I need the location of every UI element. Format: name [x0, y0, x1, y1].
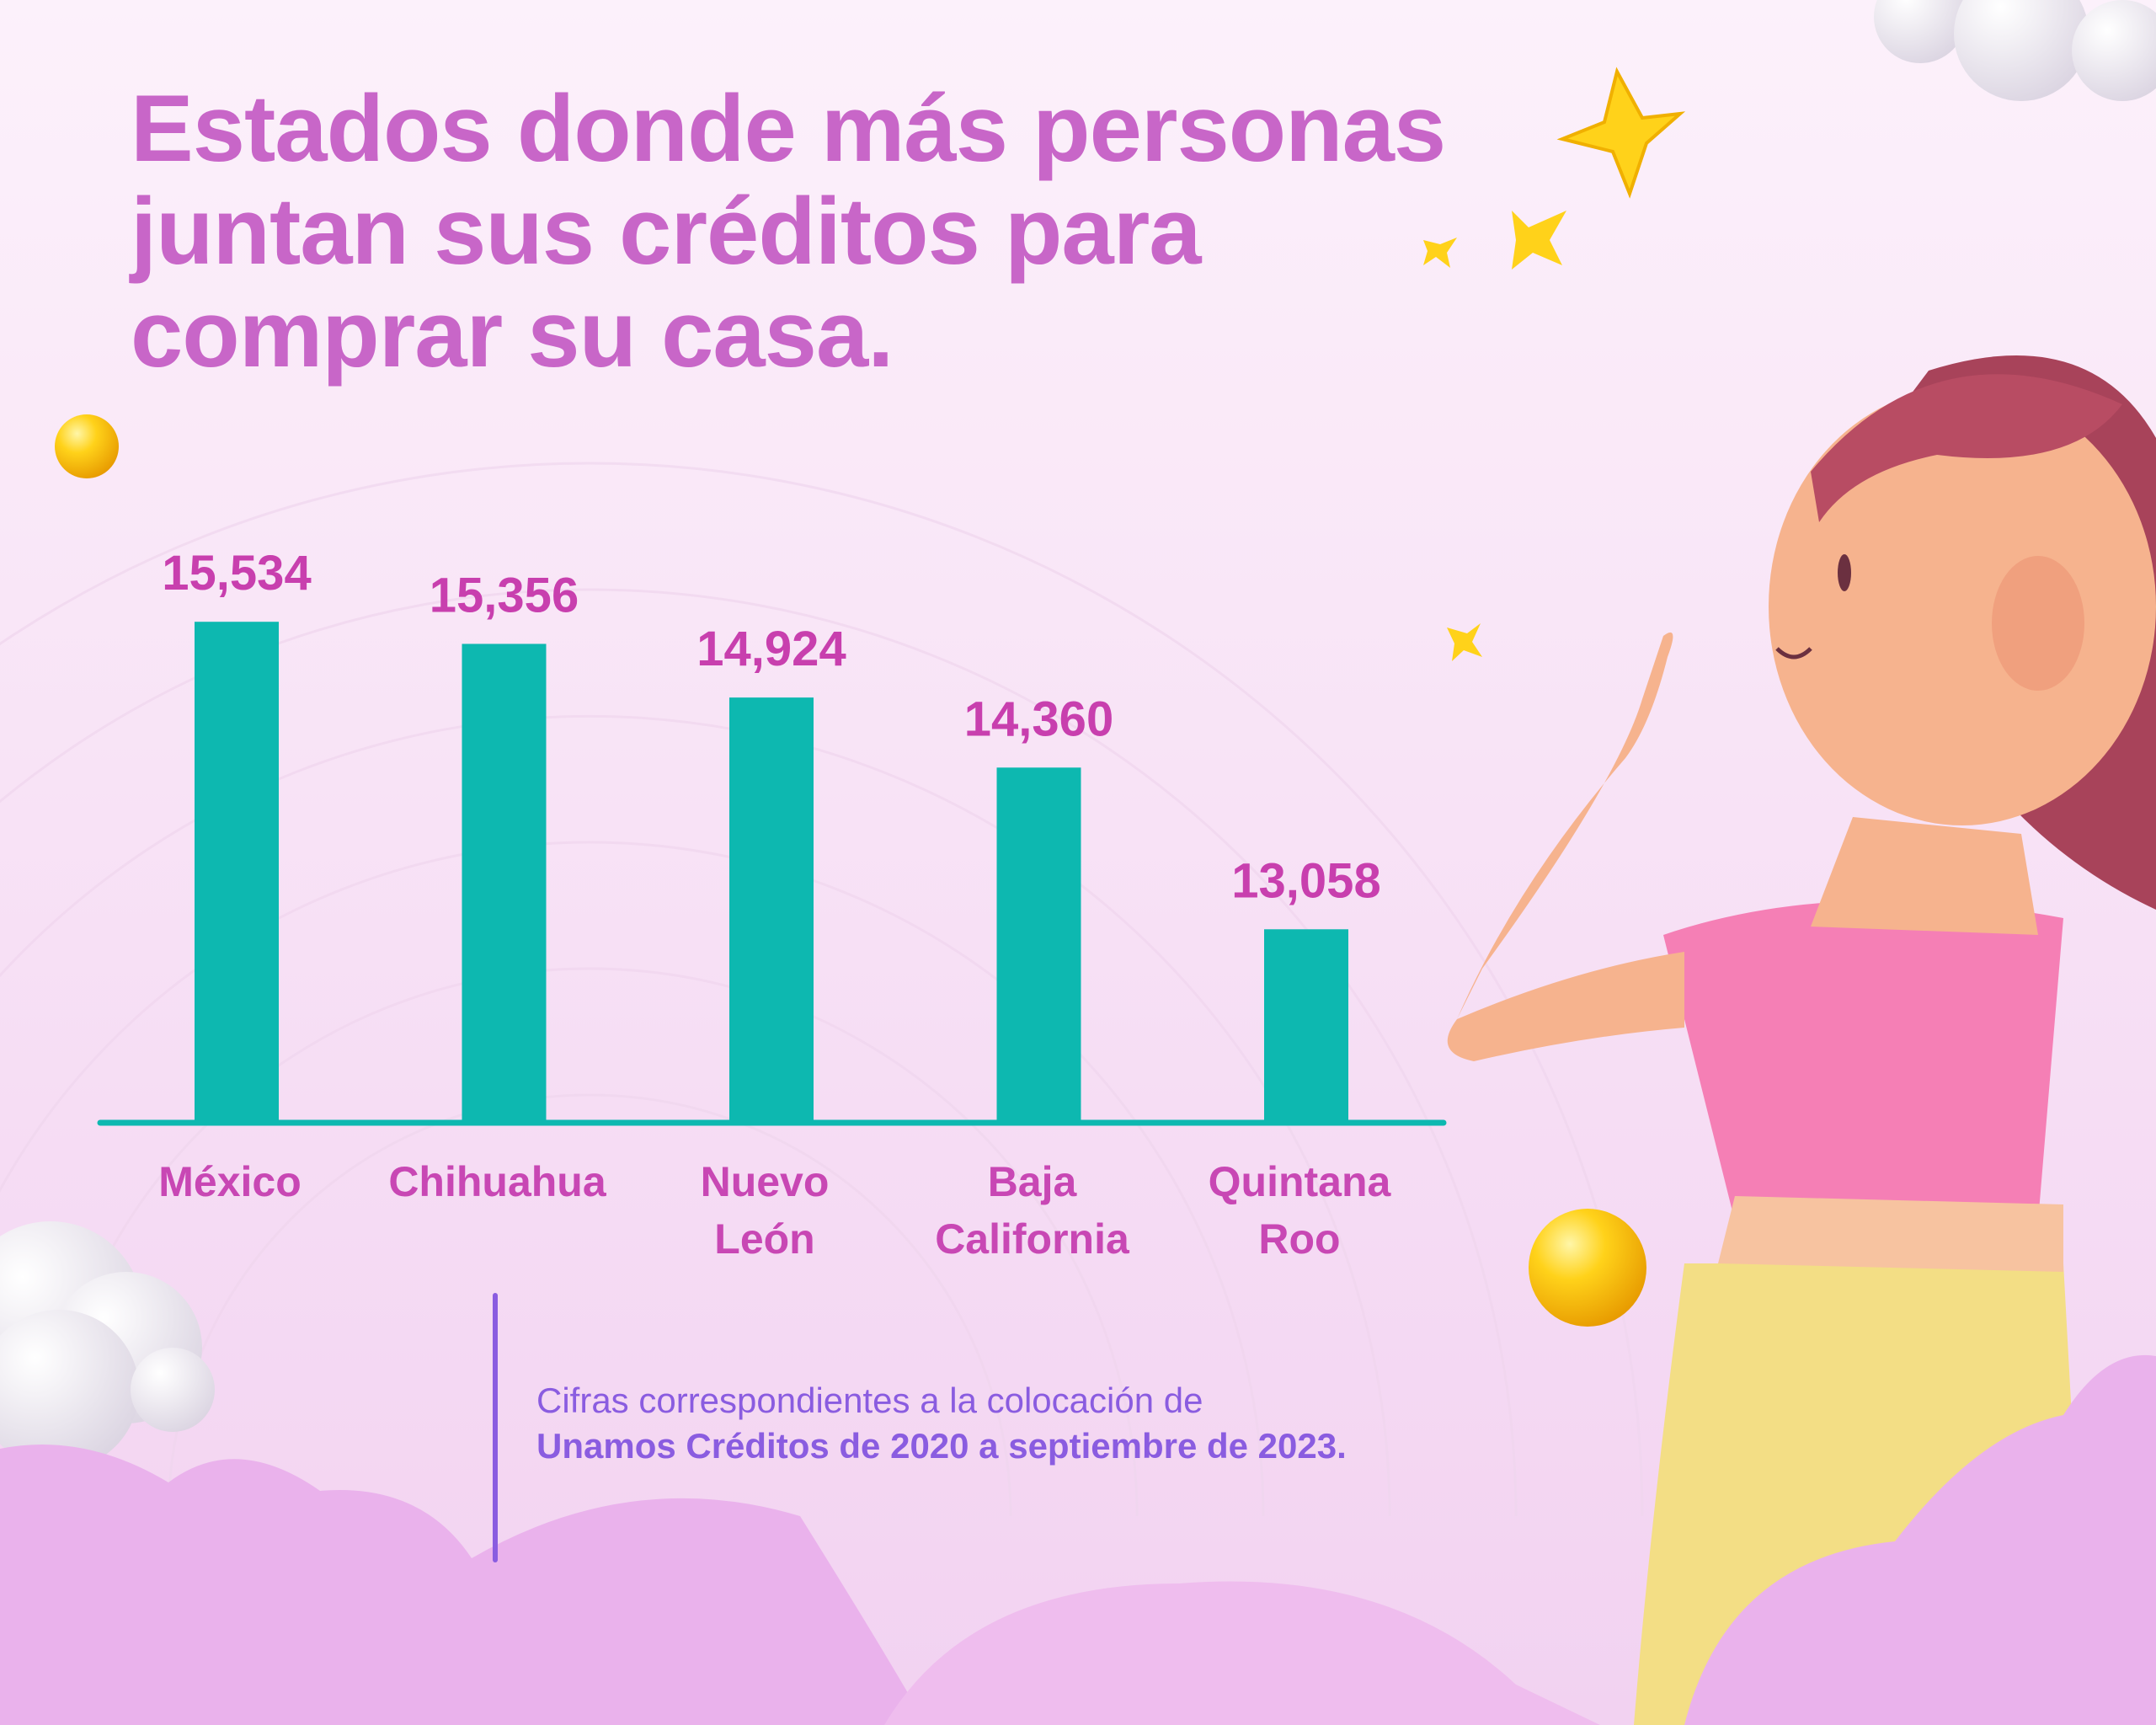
cloud-bottom: [0, 1354, 2156, 1725]
footnote-divider: [493, 1293, 498, 1562]
value-label: 13,058: [1231, 853, 1380, 908]
title-line: Estados donde más personas: [131, 76, 1446, 181]
title-line: juntan sus créditos para: [131, 179, 1202, 284]
cloud-left: [0, 1221, 215, 1470]
category-label: Roo: [1258, 1215, 1340, 1263]
footnote-line1: Cifras correspondientes a la colocación …: [536, 1381, 1203, 1420]
bar: [462, 644, 547, 1123]
page-title: Estados donde más personas juntan sus cr…: [131, 76, 1446, 387]
category-label: Baja: [988, 1158, 1078, 1205]
category-label: Chihuahua: [388, 1158, 607, 1205]
category-label: León: [714, 1215, 814, 1263]
value-label: 15,534: [162, 546, 311, 601]
bar: [195, 622, 279, 1123]
bar: [1264, 929, 1348, 1123]
category-label: California: [935, 1215, 1130, 1263]
value-label: 14,360: [964, 692, 1113, 746]
star-icon: [1447, 623, 1482, 661]
value-label: 15,356: [430, 568, 579, 622]
footnote-line2: Unamos Créditos de 2020 a septiembre de …: [536, 1426, 1347, 1466]
category-label: Quintana: [1209, 1158, 1392, 1205]
yellow-ball: [1529, 1209, 1646, 1327]
star-icon: [1512, 211, 1566, 270]
footnote: Cifras correspondientes a la colocación …: [536, 1378, 1347, 1469]
star-icon: [1556, 67, 1686, 199]
bar: [729, 697, 814, 1123]
category-label: México: [158, 1158, 302, 1205]
star-icon: [1423, 238, 1457, 268]
cloud-top-right: [1874, 0, 2156, 101]
category-label: Nuevo: [701, 1158, 830, 1205]
value-label: 14,924: [696, 622, 846, 676]
title-line: comprar su casa.: [131, 281, 894, 387]
yellow-ball: [55, 414, 119, 478]
bar: [996, 767, 1081, 1123]
character-illustration: [1447, 355, 2156, 1725]
